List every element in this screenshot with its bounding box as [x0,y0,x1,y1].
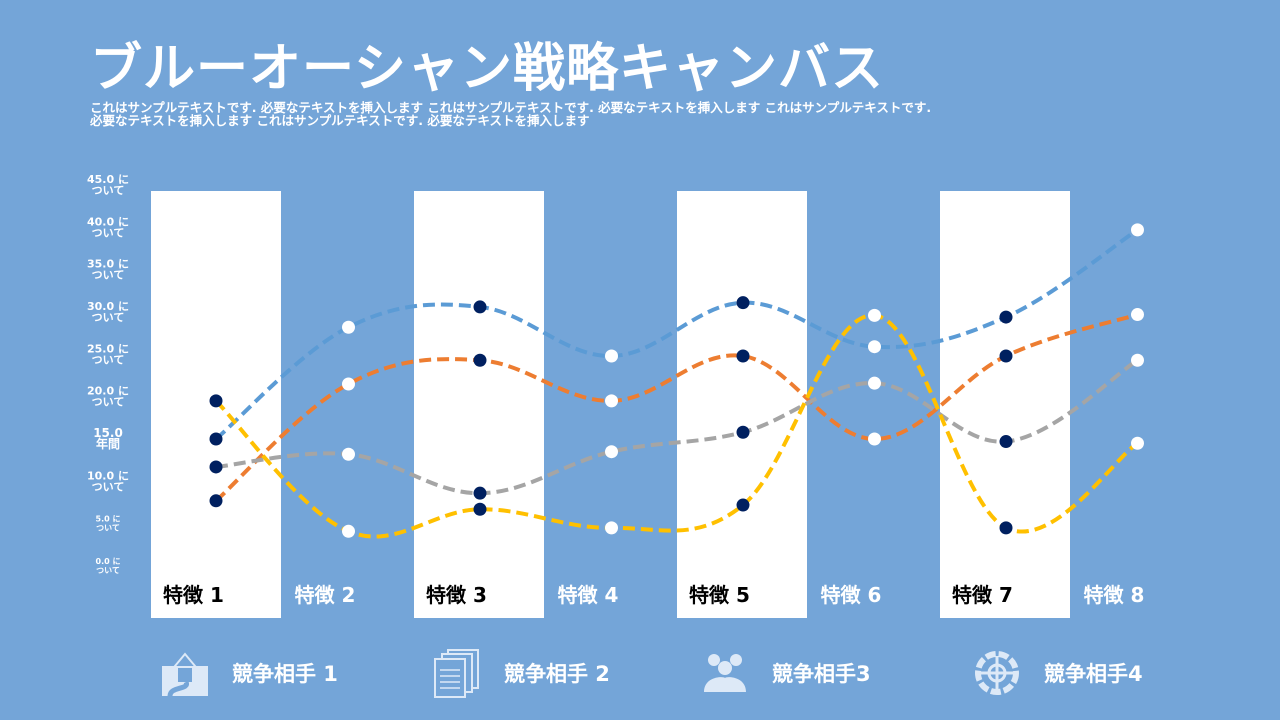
x-category-label: 特徴 2 [295,583,356,607]
data-point [736,498,750,512]
documents-icon [434,649,479,698]
x-category-label: 特徴 3 [426,583,487,607]
y-tick-label: ついて [92,396,125,409]
x-category-label: 特徴 6 [821,583,882,607]
data-point [736,296,750,310]
data-point [605,349,618,363]
data-point [999,435,1013,449]
data-point [999,310,1013,324]
x-category-label: 特徴 4 [558,583,619,607]
band-column [414,191,544,618]
data-point [868,376,881,390]
legend-item-competitor-3: 競争相手3 [700,648,871,698]
legend-item-competitor-4: 競争相手4 [972,648,1143,698]
y-tick-label: ついて [96,524,120,533]
data-point [209,394,223,408]
x-category-label: 特徴 7 [952,583,1013,607]
data-point [736,425,750,439]
x-category-label: 特徴 5 [689,583,750,607]
data-point [1131,223,1144,237]
data-point [473,300,487,314]
description-text: これはサンプルテキストです. 必要なテキストを挿入します これはサンプルテキスト… [90,100,932,128]
data-point [605,521,618,535]
y-tick-label: ついて [92,184,125,197]
legend-label: 競争相手 2 [504,662,610,686]
y-tick-label: ついて [92,226,125,239]
house-road-icon [162,652,208,697]
series-line-4 [214,313,1139,539]
y-tick-label: 5.0 に [96,515,121,524]
people-group-icon [704,654,746,692]
data-point [209,460,223,474]
series-line-3 [215,358,1139,496]
data-point [342,320,355,334]
data-point [209,494,223,508]
x-category-label: 特徴 8 [1084,583,1145,607]
y-tick-label: 20.0 に [87,385,129,398]
y-tick-label: 15.0 [93,426,123,440]
y-tick-label: ついて [92,269,125,282]
data-point [473,502,487,516]
data-point [342,447,355,461]
y-tick-label: ついて [92,353,125,366]
y-tick-label: 25.0 に [87,342,129,355]
data-point [1131,308,1144,322]
y-tick-label: 年間 [96,436,120,451]
data-point [868,308,881,322]
y-tick-label: 35.0 に [87,258,129,271]
data-point [605,394,618,408]
data-point [999,521,1013,535]
data-point [999,349,1013,363]
y-tick-label: ついて [92,480,125,493]
y-tick-label: 30.0 に [87,300,129,313]
data-point [1131,436,1144,450]
y-tick-label: 10.0 に [87,469,129,482]
gear-target-icon [975,651,1019,695]
data-point [209,432,223,446]
legend-label: 競争相手4 [1044,662,1143,686]
series-line-1 [214,228,1139,441]
band-column [940,191,1070,618]
series-line-2 [214,312,1139,503]
y-tick-label: 40.0 に [87,215,129,228]
data-point [1131,353,1144,367]
data-point [605,445,618,459]
legend-label: 競争相手 1 [232,662,338,686]
y-tick-label: ついて [96,566,120,575]
data-point [473,353,487,367]
x-category-label: 特徴 1 [163,583,224,607]
data-point [868,340,881,354]
data-point [342,524,355,538]
legend-label: 競争相手3 [772,662,871,686]
y-tick-label: ついて [92,311,125,324]
data-point [342,377,355,391]
data-point [868,432,881,446]
legend-item-competitor-1: 競争相手 1 [160,648,338,698]
legend-item-competitor-2: 競争相手 2 [432,648,610,698]
data-point [473,486,487,500]
y-tick-label: 0.0 に [96,557,121,566]
band-column [677,191,807,618]
page-title: ブルーオーシャン戦略キャンバス [90,39,884,99]
y-tick-label: 45.0 に [87,173,129,186]
data-point [736,349,750,363]
